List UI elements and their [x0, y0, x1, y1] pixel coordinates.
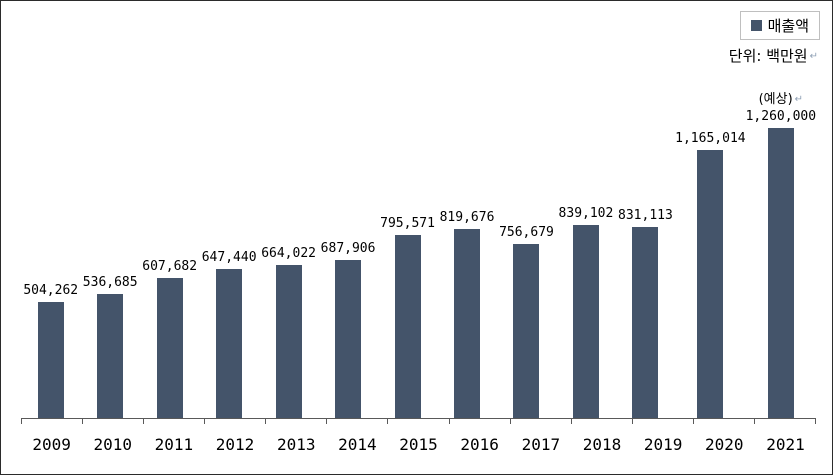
- axis-tick: [326, 419, 387, 424]
- x-axis-label: 2012: [215, 435, 255, 454]
- x-axis-label: 2020: [705, 435, 744, 454]
- x-axis-ticks: [21, 419, 816, 424]
- bar-value-label: 687,906: [320, 241, 376, 256]
- x-axis-label: 2018: [582, 435, 622, 454]
- bar-column: 795,571: [378, 71, 437, 418]
- bar-value-label: 839,102: [558, 206, 614, 221]
- x-axis-label: 2017: [521, 435, 561, 454]
- x-axis-label: 2016: [460, 435, 499, 454]
- revenue-bar: [275, 265, 302, 418]
- axis-tick: [204, 419, 265, 424]
- axis-tick: [21, 419, 82, 424]
- bar-column: (예상) ↵ 1,260,000: [746, 71, 816, 418]
- bar-value-label: 756,679: [499, 225, 554, 240]
- legend-label: 매출액: [767, 17, 809, 35]
- unit-label: 단위: 백만원 ↵: [729, 45, 818, 66]
- bar-column: 819,676: [437, 71, 496, 418]
- axis-tick: [143, 419, 204, 424]
- revenue-bar: [394, 235, 421, 418]
- unit-text: 단위: 백만원: [728, 47, 808, 65]
- bar-column: 607,682: [140, 71, 199, 418]
- axis-tick: [448, 419, 510, 424]
- return-mark-icon: ↵: [809, 51, 818, 62]
- bar-value-label: 664,022: [261, 246, 316, 261]
- plot-area: 504,262 536,685 607,682 647,440 664,022 687,9…: [21, 71, 816, 419]
- x-axis-label: 2011: [154, 435, 194, 454]
- x-axis-label: 2009: [32, 435, 71, 454]
- axis-tick: [570, 419, 632, 424]
- bar-value-label: 1,260,000: [745, 109, 817, 124]
- x-axis-label: 2019: [643, 435, 683, 454]
- bar-value-label: 819,676: [439, 210, 495, 225]
- bar-value-label: 647,440: [201, 250, 257, 265]
- revenue-bar: [513, 244, 540, 418]
- axis-tick: [387, 419, 448, 424]
- bar-value-label: 536,685: [82, 275, 138, 290]
- x-axis-label: 2015: [399, 435, 438, 454]
- revenue-bar: [97, 294, 124, 418]
- axis-tick: [265, 419, 326, 424]
- bar-value-label: 1,165,014: [675, 131, 746, 146]
- x-axis-label: 2010: [93, 435, 132, 454]
- bar-column: 647,440: [199, 71, 258, 418]
- x-axis-label: 2014: [338, 435, 377, 454]
- bar-column: 839,102: [556, 71, 615, 418]
- bar-column: 831,113: [616, 71, 675, 418]
- axis-tick: [753, 419, 815, 424]
- bar-value-label: 607,682: [142, 259, 198, 274]
- x-axis-label: 2021: [766, 435, 805, 454]
- revenue-bar: [37, 302, 64, 418]
- x-axis-label: 2013: [276, 435, 316, 454]
- bar-column: 1,165,014: [675, 71, 746, 418]
- revenue-bar: [572, 225, 599, 418]
- axis-tick: [509, 419, 571, 424]
- bar-column: 664,022: [259, 71, 318, 418]
- bar-value-label: 795,571: [380, 216, 435, 231]
- legend-marker-icon: [750, 20, 762, 31]
- revenue-bar: [767, 128, 794, 418]
- bar-value-label: 504,262: [23, 283, 79, 298]
- revenue-bar: [216, 269, 243, 418]
- axis-tick: [82, 419, 143, 424]
- chart-legend: 매출액: [739, 11, 820, 40]
- bar-column: 504,262: [21, 71, 80, 418]
- bar-column: 536,685: [80, 71, 139, 418]
- revenue-bar: [335, 260, 362, 418]
- bar-column: 687,906: [318, 71, 377, 418]
- revenue-bar: [632, 227, 659, 418]
- revenue-bar: [697, 150, 724, 418]
- x-axis-labels: 2009 2010 2011 2012 2013 2014 2015 2016 2017 2018…: [21, 435, 816, 454]
- revenue-bar: [156, 278, 183, 418]
- bar-value-label: 831,113: [618, 208, 673, 223]
- axis-tick: [631, 419, 693, 424]
- revenue-bar: [454, 229, 481, 418]
- forecast-label: (예상) ↵: [758, 92, 804, 107]
- bar-column: 756,679: [497, 71, 556, 418]
- axis-tick: [692, 419, 754, 424]
- return-mark-icon: ↵: [794, 94, 804, 105]
